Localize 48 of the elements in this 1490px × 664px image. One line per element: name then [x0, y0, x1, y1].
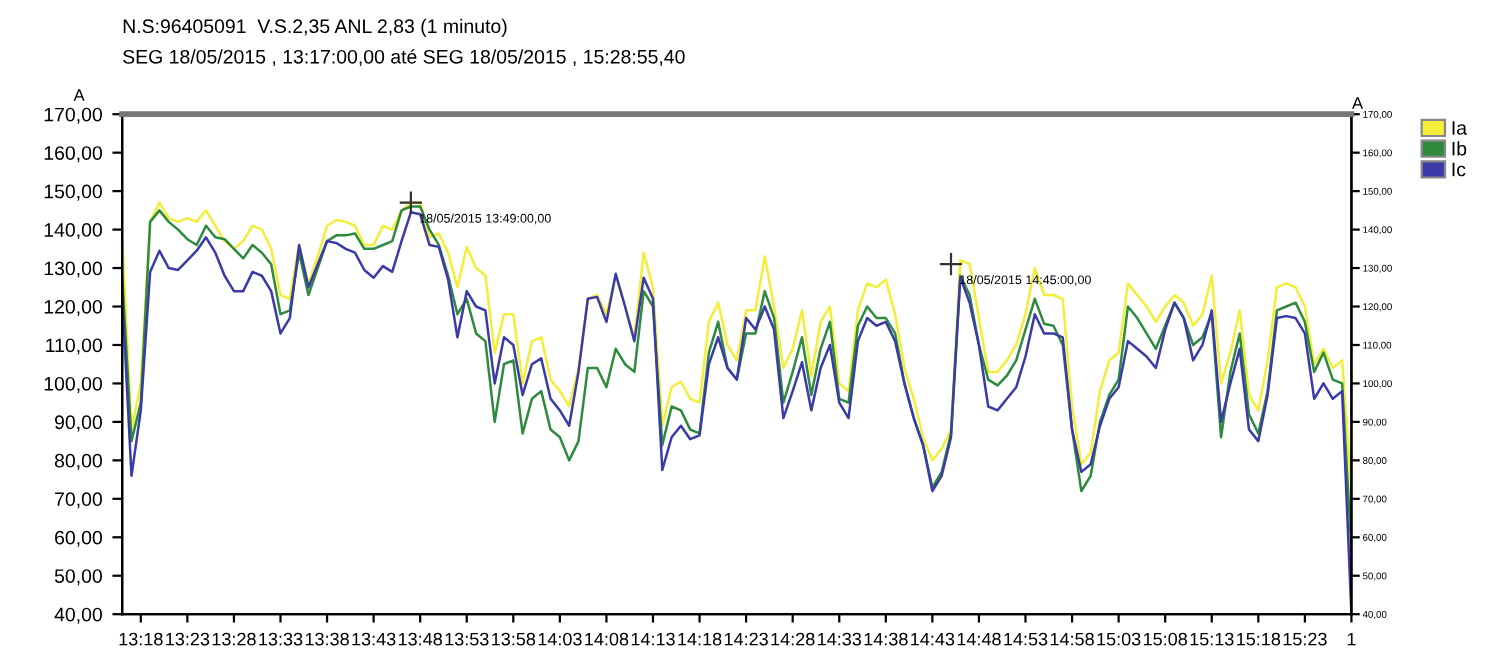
y-tick-label: 70,00 [55, 492, 102, 509]
x-tick-label: 14:48 [957, 632, 1001, 646]
legend-label: Ia [1452, 121, 1468, 135]
y-tick-label: 80,00 [54, 453, 102, 470]
chart-subtitle: SEG 18/05/2015 , 13:17:00,00 até SEG 18/05/2015 , 15:28:55,40 [123, 49, 685, 66]
x-tick-label: 14:58 [1050, 632, 1094, 646]
x-tick-label: 14:33 [818, 632, 862, 646]
x-tick-label: 14:18 [678, 632, 722, 646]
x-tick-label: 15:08 [1143, 632, 1187, 646]
y-tick-label: 160,00 [44, 146, 102, 163]
x-tick-label: 15:03 [1097, 632, 1141, 646]
y-tick-label: 110,00 [46, 338, 102, 355]
x-tick-label: 13:18 [119, 632, 163, 646]
y-tick-label: 170,00 [44, 107, 102, 124]
x-tick-label: 13:58 [492, 632, 536, 646]
legend-label: Ib [1452, 141, 1467, 156]
y-tick-label: 60,00 [55, 530, 102, 547]
x-tick-label: 13:23 [166, 632, 210, 646]
x-tick-label: 15:13 [1190, 632, 1234, 646]
x-tick-label: 1 [1347, 632, 1356, 646]
x-tick-label: 14:28 [771, 632, 815, 646]
x-tick-label: 13:53 [445, 632, 489, 646]
x-tick-label: 13:38 [305, 632, 349, 646]
x-tick-label: 13:33 [259, 632, 303, 646]
x-tick-label: 14:23 [724, 632, 768, 646]
x-tick-label: 15:23 [1283, 632, 1327, 646]
x-tick-label: 13:48 [398, 632, 442, 646]
x-tick-label: 14:08 [585, 632, 629, 646]
x-tick-label: 14:13 [631, 632, 675, 646]
y-axis-title: A [73, 89, 85, 101]
chart-title: N.S:96405091 V.S.2,35 ANL 2,83 (1 minuto) [123, 18, 507, 37]
y-tick-label: 40,00 [54, 607, 102, 624]
y-tick-label: 130,00 [44, 261, 102, 278]
x-tick-label: 14:38 [864, 632, 908, 646]
y-tick-label: 150,00 [44, 184, 102, 201]
y-tick-label: 50,00 [54, 569, 102, 586]
y-tick-label: 120,00 [44, 299, 102, 317]
x-tick-label: 14:43 [911, 632, 955, 646]
x-tick-label: 13:43 [352, 632, 396, 646]
x-tick-label: 13:28 [212, 632, 256, 646]
y2-axis-title: A [1352, 97, 1364, 109]
y-tick-label: 90,00 [54, 415, 102, 432]
x-tick-label: 14:53 [1004, 632, 1048, 646]
y-tick-label: 100,00 [44, 376, 102, 393]
y-tick-label: 140,00 [44, 223, 102, 240]
x-tick-label: 15:18 [1237, 632, 1281, 646]
legend-label: Ic [1452, 162, 1466, 177]
x-tick-label: 14:03 [538, 632, 582, 646]
